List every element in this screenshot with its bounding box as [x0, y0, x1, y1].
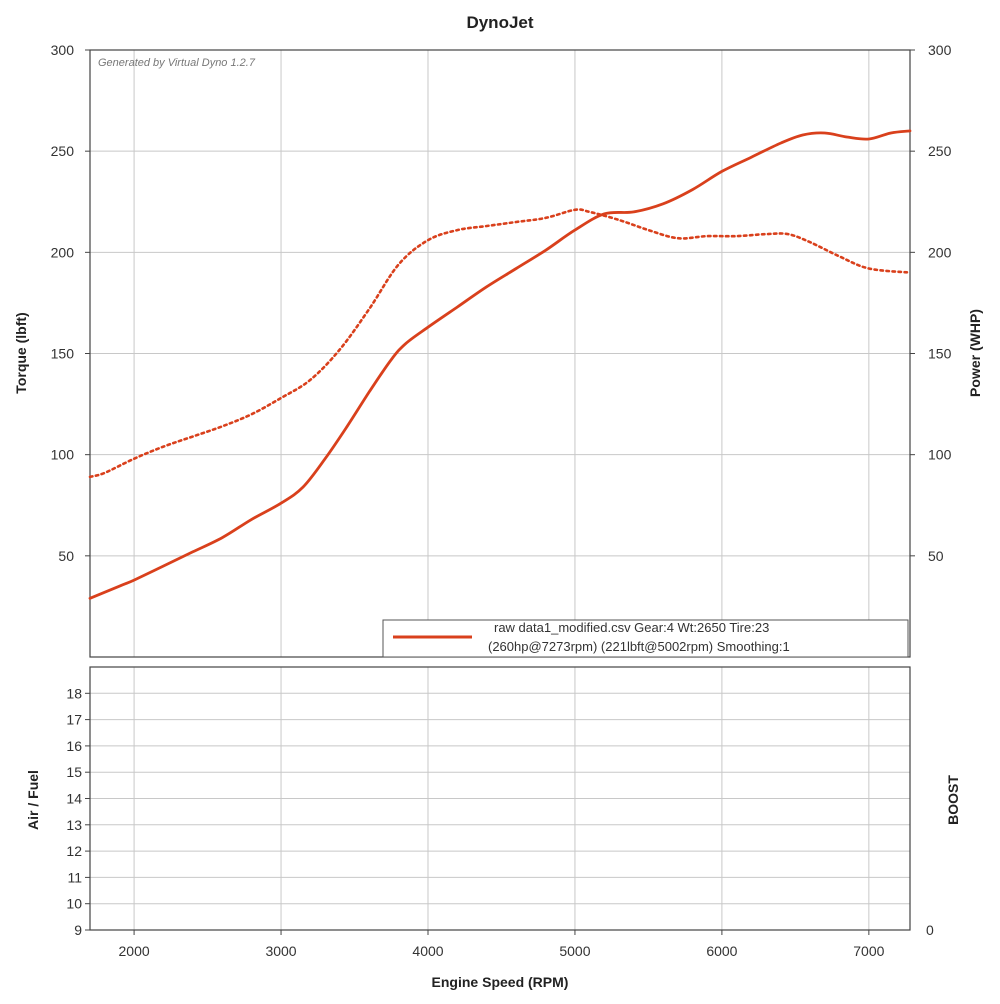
x-tick-label: 5000 [559, 943, 590, 959]
airfuel-tick-label: 13 [66, 817, 82, 833]
torque-tick-label: 250 [51, 143, 75, 159]
x-tick-label: 6000 [706, 943, 737, 959]
airfuel-tick-label: 11 [67, 869, 82, 885]
legend: raw data1_modified.csv Gear:4 Wt:2650 Ti… [382, 619, 909, 658]
airfuel-axis-ticks: 9 10 11 12 13 14 15 16 17 18 [66, 685, 90, 938]
airfuel-tick-label: 17 [66, 712, 82, 728]
airfuel-tick-label: 14 [66, 791, 82, 807]
power-tick-label: 200 [928, 244, 952, 260]
x-tick-label: 4000 [412, 943, 443, 959]
airfuel-tick-label: 9 [74, 922, 82, 938]
x-tick-label: 2000 [119, 943, 150, 959]
airfuel-tick-label: 12 [66, 843, 82, 859]
torque-tick-label: 150 [51, 346, 75, 362]
x-tick-label: 3000 [265, 943, 296, 959]
top-panel-series [88, 129, 912, 600]
airfuel-tick-label: 10 [66, 896, 82, 912]
power-tick-label: 150 [928, 346, 952, 362]
power-axis-ticks: 50 100 150 200 250 300 [910, 42, 952, 564]
torque-tick-label: 200 [51, 244, 75, 260]
x-tick-label: 7000 [853, 943, 884, 959]
boost-axis-label: BOOST [945, 775, 961, 825]
airfuel-tick-label: 18 [66, 685, 82, 701]
boost-tick-label: 0 [926, 922, 934, 938]
torque-tick-label: 50 [58, 548, 74, 564]
power-tick-label: 300 [928, 42, 952, 58]
torque-tick-label: 300 [51, 42, 75, 58]
chart-title: DynoJet [466, 13, 533, 32]
airfuel-tick-label: 15 [66, 764, 82, 780]
watermark-text: Generated by Virtual Dyno 1.2.7 [98, 57, 256, 69]
legend-line-2: (260hp@7273rpm) (221lbft@5002rpm) Smooth… [488, 639, 790, 654]
airfuel-axis-label: Air / Fuel [25, 770, 41, 830]
torque-curve [88, 129, 912, 600]
torque-axis-ticks: 50 100 150 200 250 300 [51, 42, 90, 564]
power-axis-label: Power (WHP) [967, 309, 983, 397]
rpm-axis-ticks: 2000 3000 4000 5000 6000 7000 [119, 930, 885, 959]
boost-axis-ticks: 0 [926, 922, 934, 938]
power-curve [88, 208, 912, 479]
power-tick-label: 250 [928, 143, 952, 159]
legend-line-1: raw data1_modified.csv Gear:4 Wt:2650 Ti… [494, 620, 769, 635]
power-tick-label: 50 [928, 548, 944, 564]
torque-axis-label: Torque (lbft) [13, 312, 29, 393]
torque-tick-label: 100 [51, 447, 75, 463]
power-tick-label: 100 [928, 447, 952, 463]
airfuel-tick-label: 16 [66, 738, 82, 754]
rpm-axis-label: Engine Speed (RPM) [432, 974, 569, 990]
